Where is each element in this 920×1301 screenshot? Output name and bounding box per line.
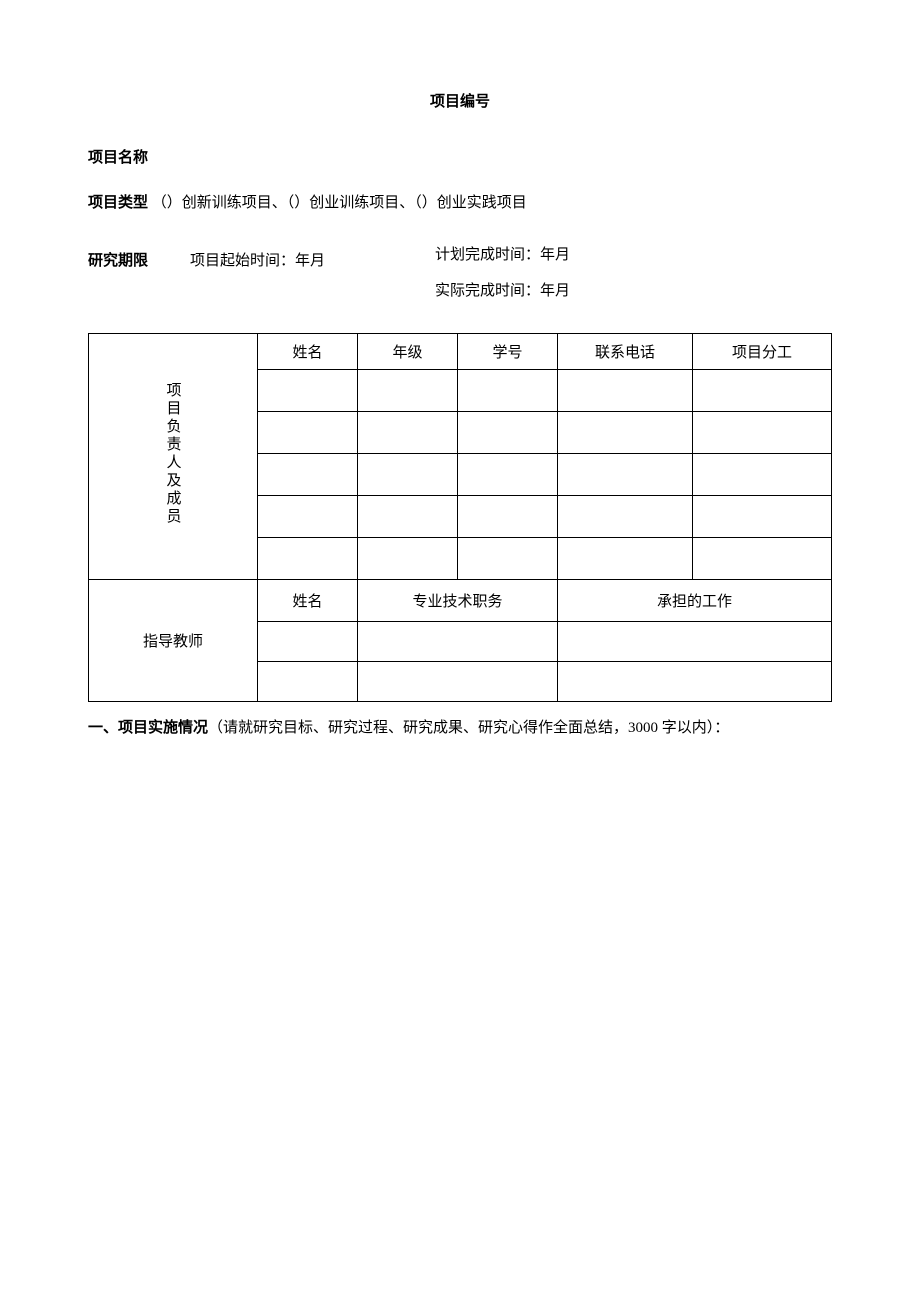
member-cell bbox=[558, 454, 693, 496]
member-cell bbox=[693, 538, 832, 580]
member-cell bbox=[258, 538, 358, 580]
advisor-side-label: 指导教师 bbox=[89, 580, 258, 702]
members-header-row: 项目负责人及成员 姓名 年级 学号 联系电话 项目分工 bbox=[89, 334, 832, 370]
advisor-cell bbox=[558, 622, 832, 662]
header-phone: 联系电话 bbox=[558, 334, 693, 370]
advisor-header-work: 承担的工作 bbox=[558, 580, 832, 622]
document-title: 项目编号 bbox=[88, 90, 832, 111]
member-cell bbox=[693, 370, 832, 412]
project-type-options: （）创新训练项目、（）创业训练项目、（）创业实践项目 bbox=[152, 195, 527, 211]
member-cell bbox=[558, 412, 693, 454]
project-name-label: 项目名称 bbox=[88, 150, 148, 166]
research-period-row: 研究期限 项目起始时间：年月 计划完成时间：年月 实际完成时间：年月 bbox=[88, 237, 832, 309]
members-side-label: 项目负责人及成员 bbox=[89, 334, 258, 580]
member-cell bbox=[458, 496, 558, 538]
member-cell bbox=[258, 454, 358, 496]
footer-heading: 一、项目实施情况 bbox=[88, 720, 208, 736]
member-cell bbox=[458, 538, 558, 580]
member-cell bbox=[358, 496, 458, 538]
member-cell bbox=[558, 496, 693, 538]
start-time-label: 项目起始时间：年月 bbox=[190, 249, 325, 270]
advisor-cell bbox=[258, 662, 358, 702]
member-cell bbox=[358, 370, 458, 412]
advisor-header-name: 姓名 bbox=[258, 580, 358, 622]
advisor-header-title: 专业技术职务 bbox=[358, 580, 558, 622]
project-type-label: 项目类型 bbox=[88, 195, 148, 211]
member-cell bbox=[258, 370, 358, 412]
advisor-cell bbox=[358, 662, 558, 702]
header-grade: 年级 bbox=[358, 334, 458, 370]
advisor-side-text: 指导教师 bbox=[143, 634, 203, 650]
members-side-text: 项目负责人及成员 bbox=[163, 374, 184, 534]
member-cell bbox=[458, 412, 558, 454]
member-cell bbox=[558, 538, 693, 580]
member-cell bbox=[358, 538, 458, 580]
member-cell bbox=[358, 412, 458, 454]
footer-description: （请就研究目标、研究过程、研究成果、研究心得作全面总结，3000 字以内）： bbox=[208, 720, 729, 736]
advisor-cell bbox=[358, 622, 558, 662]
header-student-id: 学号 bbox=[458, 334, 558, 370]
advisor-cell bbox=[558, 662, 832, 702]
header-name: 姓名 bbox=[258, 334, 358, 370]
footer-section: 一、项目实施情况（请就研究目标、研究过程、研究成果、研究心得作全面总结，3000… bbox=[88, 716, 832, 740]
project-name-row: 项目名称 bbox=[88, 145, 832, 172]
member-cell bbox=[693, 454, 832, 496]
member-cell bbox=[693, 496, 832, 538]
member-cell bbox=[258, 412, 358, 454]
advisor-cell bbox=[258, 622, 358, 662]
actual-time-label: 实际完成时间：年月 bbox=[435, 273, 570, 309]
member-cell bbox=[693, 412, 832, 454]
member-cell bbox=[458, 370, 558, 412]
planned-time-label: 计划完成时间：年月 bbox=[435, 237, 570, 273]
advisor-header-row: 指导教师 姓名 专业技术职务 承担的工作 bbox=[89, 580, 832, 622]
project-type-row: 项目类型 （）创新训练项目、（）创业训练项目、（）创业实践项目 bbox=[88, 190, 832, 217]
member-cell bbox=[458, 454, 558, 496]
member-cell bbox=[358, 454, 458, 496]
header-role: 项目分工 bbox=[693, 334, 832, 370]
research-period-label: 研究期限 bbox=[88, 249, 148, 270]
member-cell bbox=[258, 496, 358, 538]
members-table: 项目负责人及成员 姓名 年级 学号 联系电话 项目分工 bbox=[88, 333, 832, 702]
member-cell bbox=[558, 370, 693, 412]
